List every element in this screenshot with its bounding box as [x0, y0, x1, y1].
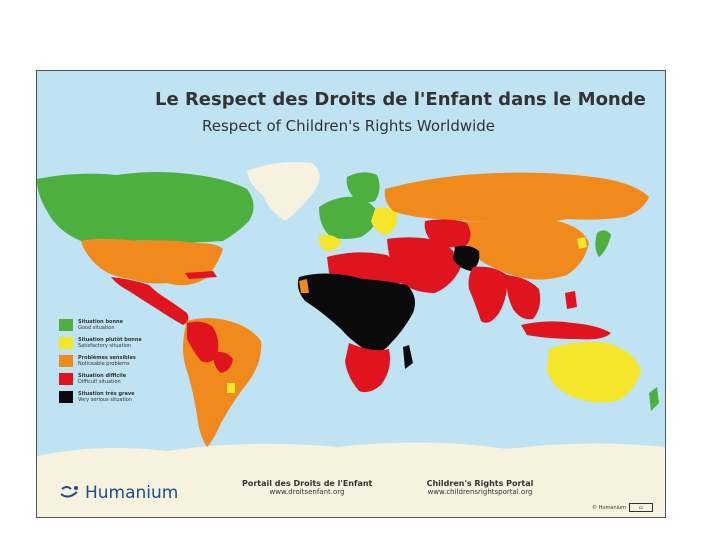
legend-item-satisfactory: Situation plutôt bonne Satisfactory situ… — [59, 337, 189, 349]
legend-item-difficult: Situation difficile Difficult situation — [59, 373, 189, 385]
region-new-zealand — [649, 387, 659, 411]
region-sub-saharan-africa — [297, 273, 415, 354]
portal-en-url[interactable]: www.childrensrightsportal.org — [427, 488, 533, 496]
legend: Situation bonne Good situation Situation… — [59, 319, 189, 409]
region-mexico — [111, 277, 189, 325]
legend-label-en: Difficult situation — [78, 379, 121, 385]
region-bolivia — [213, 351, 233, 373]
greenland — [247, 162, 320, 221]
region-india — [468, 266, 508, 323]
legend-swatch-good — [59, 319, 73, 331]
map-frame: Le Respect des Droits de l'Enfant dans l… — [36, 70, 666, 518]
region-southern-africa — [345, 343, 390, 393]
region-southeast-asia — [506, 275, 541, 320]
region-uruguay — [227, 383, 235, 393]
copyright: © Humanium cc — [592, 503, 654, 512]
map-title-fr: Le Respect des Droits de l'Enfant dans l… — [155, 89, 646, 110]
region-indonesia — [521, 321, 611, 340]
region-korea — [577, 237, 587, 249]
region-western-europe — [319, 196, 379, 239]
legend-label-fr: Situation plutôt bonne — [78, 337, 142, 343]
region-middle-east — [387, 237, 461, 293]
region-russia — [384, 172, 649, 224]
region-alaska — [37, 179, 67, 203]
portal-en: Children's Rights Portal www.childrensri… — [415, 479, 545, 496]
copyright-text: © Humanium — [592, 504, 627, 511]
region-eastern-europe — [371, 207, 398, 235]
region-iberia — [318, 234, 341, 251]
legend-swatch-difficult — [59, 373, 73, 385]
portal-fr-title: Portail des Droits de l'Enfant — [242, 479, 373, 488]
legend-item-noticeable: Problèmes sensibles Noticeable problems — [59, 355, 189, 367]
region-west-africa-coast — [299, 279, 309, 293]
legend-label-fr: Situation bonne — [78, 319, 124, 325]
legend-label-en: Noticeable problems — [78, 361, 130, 367]
region-australia — [547, 341, 641, 403]
region-central-asia — [424, 219, 471, 248]
region-canada — [37, 172, 254, 243]
region-china — [457, 221, 589, 280]
legend-item-good: Situation bonne Good situation — [59, 319, 189, 331]
legend-label-en: Satisfactory situation — [78, 343, 132, 349]
legend-label-fr: Situation très grave — [78, 391, 135, 397]
legend-label-fr: Problèmes sensibles — [78, 355, 136, 361]
legend-item-very-serious: Situation très grave Very serious situat… — [59, 391, 189, 403]
region-philippines — [565, 291, 577, 309]
cc-by-nc-nd-icon: cc — [629, 503, 654, 512]
region-afghanistan — [453, 245, 480, 271]
portal-fr-url[interactable]: www.droitsenfant.org — [269, 488, 345, 496]
region-caribbean — [185, 271, 217, 279]
logo-text: Humanium — [85, 483, 179, 503]
humanium-logo: Humanium — [59, 483, 178, 503]
legend-swatch-very-serious — [59, 391, 73, 403]
legend-swatch-noticeable — [59, 355, 73, 367]
humanium-logo-icon — [60, 486, 78, 498]
world-map — [37, 71, 665, 517]
legend-label-fr: Situation difficile — [78, 373, 127, 379]
map-title-en: Respect of Children's Rights Worldwide — [202, 117, 496, 135]
footer: Humanium Portail des Droits de l'Enfant … — [37, 445, 665, 517]
portal-fr: Portail des Droits de l'Enfant www.droit… — [242, 479, 372, 496]
legend-label-en: Good situation — [78, 325, 115, 331]
region-madagascar — [403, 345, 413, 369]
portal-en-title: Children's Rights Portal — [426, 479, 534, 488]
region-andes — [187, 321, 219, 363]
legend-label-en: Very serious situation — [78, 397, 133, 403]
antarctica-band — [37, 442, 665, 517]
legend-swatch-satisfactory — [59, 337, 73, 349]
region-japan — [595, 230, 611, 257]
region-scandinavia — [346, 172, 380, 203]
